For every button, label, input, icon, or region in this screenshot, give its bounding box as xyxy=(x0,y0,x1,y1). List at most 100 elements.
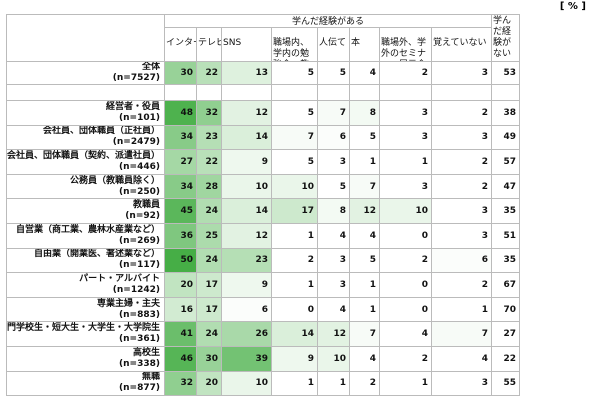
row-label: 自営業（商工業、農林水産業など） (n=269) xyxy=(6,224,165,249)
value-cell: 2 xyxy=(432,101,492,126)
row-name: 教職員 xyxy=(132,200,160,211)
value-cell: 35 xyxy=(492,248,520,274)
value-cell: 1 xyxy=(318,371,350,397)
spacer-cell xyxy=(380,85,432,101)
value-cell: 0 xyxy=(380,273,432,298)
value-cell: 2 xyxy=(432,273,492,298)
group-header: 学んだ経験がある xyxy=(165,14,492,28)
row-count: (n=877) xyxy=(119,383,160,394)
value-cell: 32 xyxy=(165,371,197,397)
label-header xyxy=(6,14,165,62)
value-cell: 34 xyxy=(165,125,197,151)
row-label: 公務員（教職員除く） (n=250) xyxy=(6,174,165,200)
value-cell: 1 xyxy=(380,371,432,397)
value-cell: 30 xyxy=(165,62,197,85)
row-count: (n=446) xyxy=(119,161,160,172)
row-count: (n=361) xyxy=(119,334,160,345)
value-cell: 67 xyxy=(492,273,520,298)
value-cell: 2 xyxy=(432,174,492,200)
value-cell: 4 xyxy=(318,297,350,323)
value-cell: 1 xyxy=(272,224,318,249)
row-name: 全体 xyxy=(141,62,160,72)
row-name: 会社員、団体職員（契約、派遣社員） xyxy=(6,150,160,161)
row-count: (n=7527) xyxy=(112,73,160,83)
value-cell: 2 xyxy=(272,248,318,274)
spacer-cell xyxy=(350,85,380,101)
row-name: 専業主婦・主夫 xyxy=(96,298,160,309)
row-count: (n=338) xyxy=(119,358,160,369)
value-cell: 0 xyxy=(380,297,432,323)
value-cell: 17 xyxy=(197,297,222,323)
column-header: 人伝て xyxy=(318,28,350,62)
value-cell: 7 xyxy=(350,322,380,347)
value-cell: 1 xyxy=(350,297,380,323)
value-cell: 41 xyxy=(165,322,197,347)
value-cell: 6 xyxy=(222,297,272,323)
value-cell: 32 xyxy=(197,101,222,126)
value-cell: 3 xyxy=(432,125,492,151)
value-cell: 2 xyxy=(380,62,432,85)
value-cell: 35 xyxy=(492,199,520,224)
row-count: (n=269) xyxy=(119,235,160,246)
spacer-cell xyxy=(165,85,197,101)
value-cell: 57 xyxy=(492,150,520,175)
value-cell: 8 xyxy=(350,101,380,126)
row-count: (n=883) xyxy=(119,309,160,320)
row-count: (n=1242) xyxy=(112,284,160,295)
value-cell: 1 xyxy=(350,273,380,298)
value-cell: 3 xyxy=(318,150,350,175)
row-name: 自由業（開業医、著述業など） xyxy=(33,249,160,260)
spacer-cell xyxy=(197,85,222,101)
value-cell: 4 xyxy=(318,224,350,249)
row-name: パート・アルバイト xyxy=(79,273,160,284)
column-header: 覚えていない xyxy=(432,28,492,62)
value-cell: 22 xyxy=(197,150,222,175)
row-name: 自営業（商工業、農林水産業など） xyxy=(15,224,160,235)
value-cell: 25 xyxy=(197,224,222,249)
value-cell: 6 xyxy=(432,248,492,274)
value-cell: 30 xyxy=(197,347,222,372)
value-cell: 2 xyxy=(432,150,492,175)
value-cell: 16 xyxy=(165,297,197,323)
row-label: 高校生 (n=338) xyxy=(6,347,165,372)
row-label: 専門学校生・短大生・大学生・大学院生 (n=361) xyxy=(6,322,165,347)
value-cell: 14 xyxy=(272,322,318,347)
row-label: 専業主婦・主夫 (n=883) xyxy=(6,297,165,323)
value-cell: 4 xyxy=(380,322,432,347)
value-cell: 1 xyxy=(272,273,318,298)
value-cell: 27 xyxy=(492,322,520,347)
value-cell: 3 xyxy=(432,199,492,224)
value-cell: 12 xyxy=(318,322,350,347)
value-cell: 38 xyxy=(492,101,520,126)
row-name: 専門学校生・短大生・大学生・大学院生 xyxy=(6,323,160,334)
value-cell: 5 xyxy=(272,101,318,126)
value-cell: 7 xyxy=(272,125,318,151)
value-cell: 36 xyxy=(165,224,197,249)
column-header: テレビ xyxy=(197,28,222,62)
value-cell: 1 xyxy=(350,150,380,175)
value-cell: 26 xyxy=(222,322,272,347)
value-cell: 5 xyxy=(272,150,318,175)
value-cell: 2 xyxy=(350,371,380,397)
value-cell: 13 xyxy=(222,62,272,85)
value-cell: 34 xyxy=(165,174,197,200)
spacer-cell xyxy=(318,85,350,101)
value-cell: 23 xyxy=(197,125,222,151)
column-header: 学んだ経験がない xyxy=(492,14,520,62)
row-label: 会社員、団体職員（正社員） (n=2479) xyxy=(6,125,165,151)
value-cell: 49 xyxy=(492,125,520,151)
value-cell: 20 xyxy=(165,273,197,298)
row-name: 経営者・役員 xyxy=(105,101,160,112)
row-name: 会社員、団体職員（正社員） xyxy=(42,126,160,137)
value-cell: 12 xyxy=(350,199,380,224)
value-cell: 3 xyxy=(318,273,350,298)
value-cell: 39 xyxy=(222,347,272,372)
value-cell: 3 xyxy=(432,224,492,249)
row-count: (n=101) xyxy=(119,112,160,123)
value-cell: 48 xyxy=(165,101,197,126)
value-cell: 28 xyxy=(197,174,222,200)
spacer-cell xyxy=(492,85,520,101)
value-cell: 4 xyxy=(432,347,492,372)
column-header: 職場内、学内の勉強会、教材 xyxy=(272,28,318,62)
value-cell: 70 xyxy=(492,297,520,323)
